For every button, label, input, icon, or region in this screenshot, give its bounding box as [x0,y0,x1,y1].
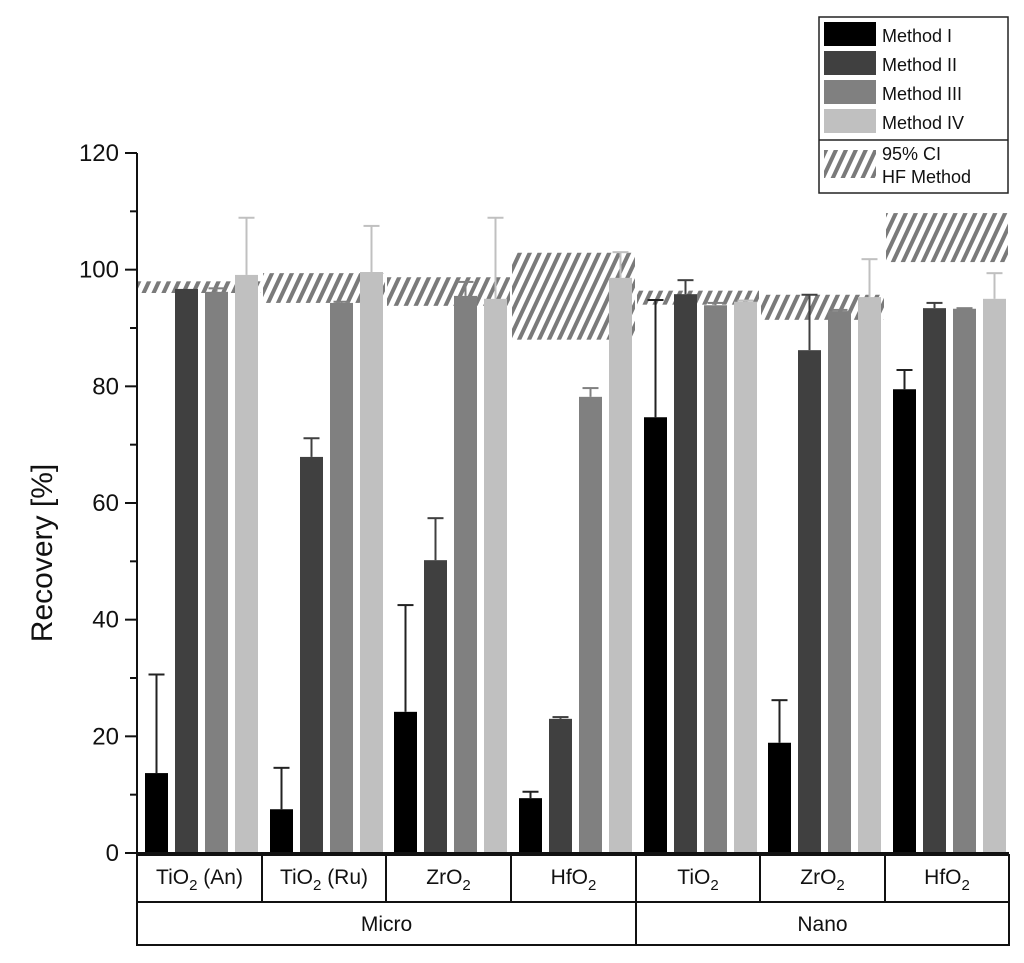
bar-method-i [644,417,667,853]
error-bar [831,308,848,312]
x-category-label: TiO2 [677,866,718,894]
x-category-label: HfO2 [924,866,970,894]
error-bar [363,224,380,272]
bar-method-ii [923,308,946,854]
y-tick-label: 80 [92,373,119,400]
bar-method-iii [330,302,353,854]
x-group-label: Micro [361,913,412,936]
error-bar [707,301,724,306]
y-tick-label: 0 [106,840,119,867]
error-bar [273,766,290,810]
bar-method-i [519,798,542,853]
error-bar [612,251,629,278]
error-bar [677,279,694,295]
bar-method-iii [454,295,477,854]
error-bar [397,604,414,712]
bar-method-i [270,809,293,853]
bar-method-ii [300,456,323,853]
bar-method-iv [734,301,757,853]
error-bar [427,517,444,561]
x-group-label: Nano [797,913,847,936]
y-tick-label: 120 [79,140,119,167]
error-bar [986,272,1003,299]
legend-label: Method II [882,55,957,75]
error-bar [737,299,754,302]
bar-method-ii [175,288,198,854]
error-bar [771,699,788,743]
y-tick-label: 40 [92,607,119,634]
error-bar [522,790,539,799]
error-bar [457,280,474,296]
error-bar [647,299,664,418]
error-bar [896,369,913,390]
bar-method-ii [798,350,821,853]
legend-label: Method IV [882,113,964,133]
bar-method-iii [579,396,602,853]
ci-band [138,281,261,293]
legend-swatch [824,22,876,46]
legend-label: Method I [882,26,952,46]
bar-method-ii [549,718,572,853]
error-bars [148,216,1003,810]
error-bar [148,673,165,774]
bar-method-iii [953,308,976,853]
error-bar [926,301,943,309]
y-tick-label: 100 [79,257,119,284]
bar-method-iv [235,274,258,854]
legend-hatch-swatch [824,150,876,178]
bar-method-i [145,773,168,853]
bar-method-i [893,389,916,853]
x-category-label: ZrO2 [800,866,845,894]
bar-method-iv [484,298,507,853]
legend-label: 95% CI [882,144,941,164]
bar-method-iv [858,297,881,853]
error-bar [303,437,320,457]
error-bar [333,300,350,303]
bar-method-ii [424,560,447,853]
x-category-label: TiO2 (An) [156,866,243,894]
y-tick-label: 20 [92,723,119,750]
bar-method-iv [983,298,1006,853]
error-bar [208,287,225,292]
group-cell [635,901,1010,946]
bar-method-ii [674,294,697,854]
legend-label: Method III [882,84,962,104]
bar-method-iii [205,291,228,853]
error-bar [552,716,569,719]
error-bar [861,258,878,298]
legend-swatch [824,109,876,133]
bar-method-iv [609,277,632,853]
error-bar [487,216,504,299]
bars [145,272,1006,854]
error-bar [582,387,599,397]
x-category-label: ZrO2 [426,866,471,894]
ci-band [637,290,759,305]
legend-label: HF Method [882,167,971,187]
legend-swatch [824,51,876,75]
error-bar [956,307,973,310]
ci-band [886,213,1008,263]
bar-method-iv [360,272,383,853]
y-axis-label: Recovery [%] [26,464,59,642]
x-axis-category-table: TiO2 (An) TiO2 (Ru) ZrO2 HfO2 TiO2 ZrO2 HfO2 Mi… [136,854,1010,946]
error-bar [801,293,818,351]
y-axis: 0 20 40 60 80 100 120 [79,140,1009,867]
bar-method-i [394,711,417,853]
error-bar [238,216,255,275]
bar-method-iii [828,311,851,853]
legend: Method I Method II Method III Method IV 95% … [818,16,1009,194]
x-category-label: TiO2 (Ru) [280,866,368,894]
bar-method-i [768,742,791,853]
bar-method-iii [704,305,727,853]
x-category-label: HfO2 [551,866,597,894]
y-tick-label: 60 [92,490,119,517]
legend-swatch [824,80,876,104]
